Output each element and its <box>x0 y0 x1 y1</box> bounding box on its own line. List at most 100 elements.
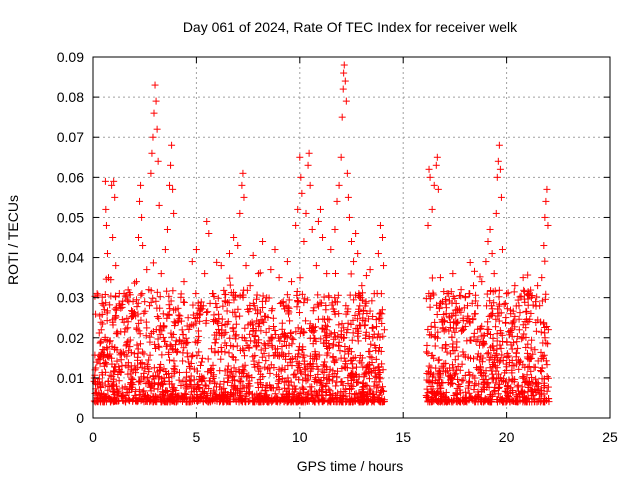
data-point <box>424 349 432 357</box>
data-point <box>111 393 119 401</box>
data-point <box>246 305 254 313</box>
data-point <box>489 342 497 350</box>
data-point <box>340 333 348 341</box>
data-point <box>458 377 466 385</box>
data-point <box>155 373 163 381</box>
data-point <box>111 305 119 313</box>
data-point <box>492 209 500 217</box>
data-point <box>193 380 201 388</box>
data-point <box>129 312 137 320</box>
data-point <box>219 396 227 404</box>
data-point <box>478 397 486 405</box>
data-point <box>171 367 179 375</box>
data-point <box>150 364 158 372</box>
data-point <box>468 395 476 403</box>
plot-frame <box>92 56 611 419</box>
data-point <box>325 385 333 393</box>
data-point <box>165 380 173 388</box>
data-point <box>370 397 378 405</box>
data-point <box>210 373 218 381</box>
data-point <box>179 331 187 339</box>
data-point <box>237 397 245 405</box>
data-point <box>245 389 253 397</box>
data-point <box>137 360 145 368</box>
data-point <box>325 293 333 301</box>
data-point <box>357 294 365 302</box>
data-point <box>355 373 363 381</box>
data-point <box>173 348 181 356</box>
y-tick-label: 0.03 <box>57 290 84 306</box>
data-point <box>216 367 224 375</box>
data-point <box>153 288 161 296</box>
data-point <box>373 323 381 331</box>
data-point <box>507 341 515 349</box>
data-point <box>142 332 150 340</box>
data-point <box>318 299 326 307</box>
data-point <box>184 314 192 322</box>
data-point <box>199 302 207 310</box>
data-point <box>496 358 504 366</box>
data-point <box>451 371 459 379</box>
data-point <box>365 333 373 341</box>
data-point <box>236 209 244 217</box>
data-point <box>232 313 240 321</box>
data-point <box>540 242 548 250</box>
data-point <box>338 113 346 121</box>
data-point <box>147 298 155 306</box>
data-point <box>131 362 139 370</box>
data-point <box>211 339 219 347</box>
data-point <box>179 357 187 365</box>
data-point <box>304 161 312 169</box>
data-point <box>232 320 240 328</box>
data-point <box>514 296 522 304</box>
data-point <box>97 337 105 345</box>
data-point <box>158 327 166 335</box>
data-point <box>133 397 141 405</box>
data-point <box>379 383 387 391</box>
data-point <box>264 365 272 373</box>
data-point <box>140 393 148 401</box>
data-point <box>191 338 199 346</box>
data-point <box>312 355 320 363</box>
data-point <box>235 389 243 397</box>
data-point <box>221 290 229 298</box>
data-point <box>436 274 444 282</box>
data-point <box>488 305 496 313</box>
chart-title: Day 061 of 2024, Rate Of TEC Index for r… <box>183 19 518 35</box>
data-point <box>218 330 226 338</box>
data-point <box>487 331 495 339</box>
data-point <box>298 397 306 405</box>
data-point <box>541 334 549 342</box>
data-point <box>538 375 546 383</box>
data-point <box>261 341 269 349</box>
data-point <box>130 350 138 358</box>
data-point <box>233 342 241 350</box>
data-point <box>210 316 218 324</box>
data-point <box>129 367 137 375</box>
data-point <box>306 383 314 391</box>
data-point <box>343 169 351 177</box>
data-point <box>101 177 109 185</box>
data-point <box>502 366 510 374</box>
data-point <box>117 350 125 358</box>
data-point <box>254 393 262 401</box>
data-point <box>278 342 286 350</box>
data-point <box>186 322 194 330</box>
data-point <box>320 369 328 377</box>
data-point <box>145 356 153 364</box>
data-point <box>243 286 251 294</box>
data-point <box>480 331 488 339</box>
data-point <box>520 286 528 294</box>
data-point <box>239 293 247 301</box>
data-point <box>488 250 496 258</box>
data-point <box>321 321 329 329</box>
data-point <box>362 272 370 280</box>
data-point <box>147 169 155 177</box>
data-point <box>487 287 495 295</box>
data-point <box>376 221 384 229</box>
data-point <box>380 326 388 334</box>
x-tick-label: 20 <box>499 429 515 445</box>
data-point <box>329 340 337 348</box>
data-point <box>314 300 322 308</box>
data-point <box>482 372 490 380</box>
